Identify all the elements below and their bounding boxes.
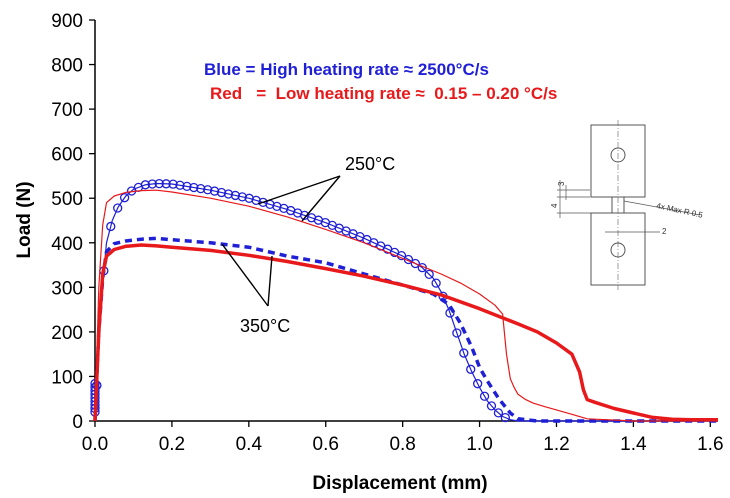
specimen-radius-label: 4x Max R 0.5 — [656, 201, 705, 220]
series-marker — [431, 278, 441, 288]
specimen-gauge-section — [611, 197, 625, 213]
y-tick-label: 600 — [51, 145, 83, 166]
series-marker — [396, 250, 407, 261]
y-tick-label: 700 — [51, 100, 83, 121]
legend-red-low-heating-rate: Red = Low heating rate ≈ 0.15 – 0.20 °C/… — [210, 84, 557, 103]
chart-series — [90, 178, 718, 423]
x-tick-label: 0.4 — [236, 434, 263, 455]
chart-axes — [94, 20, 718, 422]
series-marker — [459, 348, 469, 358]
series-marker — [209, 186, 220, 196]
x-tick-label: 1.0 — [466, 434, 492, 455]
series-marker — [223, 189, 234, 199]
series-marker — [230, 190, 241, 201]
series-marker — [119, 193, 130, 203]
specimen-dim-2-label: 2 — [662, 227, 667, 236]
series-marker — [216, 187, 227, 198]
annotation-350c-pointer-a — [221, 243, 269, 307]
x-tick-label: 0.8 — [389, 434, 415, 455]
series-marker — [140, 180, 151, 190]
series-marker — [168, 179, 178, 189]
y-axis-ticks: 0 100 200 300 400 500 600 700 800 900 — [51, 11, 95, 433]
legend-blue-high-heating-rate: Blue = High heating rate ≈ 2500°C/s — [204, 60, 489, 79]
series-marker — [493, 408, 504, 418]
x-axis-title: Displacement (mm) — [312, 473, 487, 494]
y-tick-label: 200 — [51, 323, 83, 344]
y-tick-label: 0 — [72, 412, 83, 433]
y-tick-label: 400 — [51, 234, 83, 255]
series-marker — [486, 401, 497, 411]
annotation-250c-pointer-b — [301, 175, 341, 222]
y-tick-label: 500 — [51, 189, 83, 210]
annotation-250c: 250°C — [345, 154, 395, 174]
x-tick-label: 0.0 — [82, 434, 108, 455]
y-tick-label: 300 — [51, 278, 83, 299]
x-tick-label: 0.2 — [159, 434, 185, 455]
series-marker — [452, 328, 462, 338]
specimen-leader-radius — [623, 200, 701, 216]
series-marker — [175, 180, 185, 190]
annotation-350c-pointer-b — [267, 255, 273, 307]
series-marker — [106, 221, 116, 232]
annotation-250c-pointer-a — [257, 175, 341, 205]
series-marker — [237, 192, 247, 202]
series-marker — [500, 412, 510, 423]
y-tick-label: 900 — [51, 11, 83, 32]
specimen-bottom-hole — [610, 242, 626, 258]
y-tick-label: 800 — [51, 56, 83, 77]
series-marker — [472, 379, 483, 389]
annotation-350c: 350°C — [240, 316, 290, 336]
x-axis-ticks: 0.0 0.2 0.4 0.6 0.8 1.0 1.2 1.4 1.6 — [82, 421, 724, 455]
series-marker — [182, 181, 192, 192]
specimen-top-hole — [610, 147, 626, 163]
series-marker — [113, 203, 123, 213]
x-tick-label: 1.4 — [620, 434, 647, 455]
series-marker — [479, 391, 490, 401]
series-marker — [147, 179, 157, 189]
y-axis-title: Load (N) — [14, 181, 35, 258]
series-marker — [424, 269, 434, 279]
y-tick-label: 100 — [51, 367, 83, 388]
series-marker — [154, 178, 164, 189]
series-marker — [410, 258, 420, 269]
series-marker — [466, 364, 476, 374]
series-thin-line — [94, 189, 718, 422]
series-dashed-line — [93, 236, 718, 423]
x-tick-label: 1.2 — [543, 434, 569, 455]
series-marker — [189, 182, 199, 193]
specimen-drawing-inset: 4x Max R 0.5 3 4 2 — [550, 120, 704, 290]
x-tick-label: 1.6 — [697, 434, 723, 455]
series-marker — [196, 183, 206, 194]
x-tick-label: 0.6 — [313, 434, 339, 455]
series-marker — [161, 179, 171, 189]
series-solid-with-circles-line — [94, 182, 718, 422]
specimen-dim-4-label: 4 — [550, 203, 559, 208]
series-thick-line — [93, 243, 718, 422]
specimen-dim-3-label: 3 — [557, 181, 566, 186]
series-marker — [203, 185, 213, 195]
